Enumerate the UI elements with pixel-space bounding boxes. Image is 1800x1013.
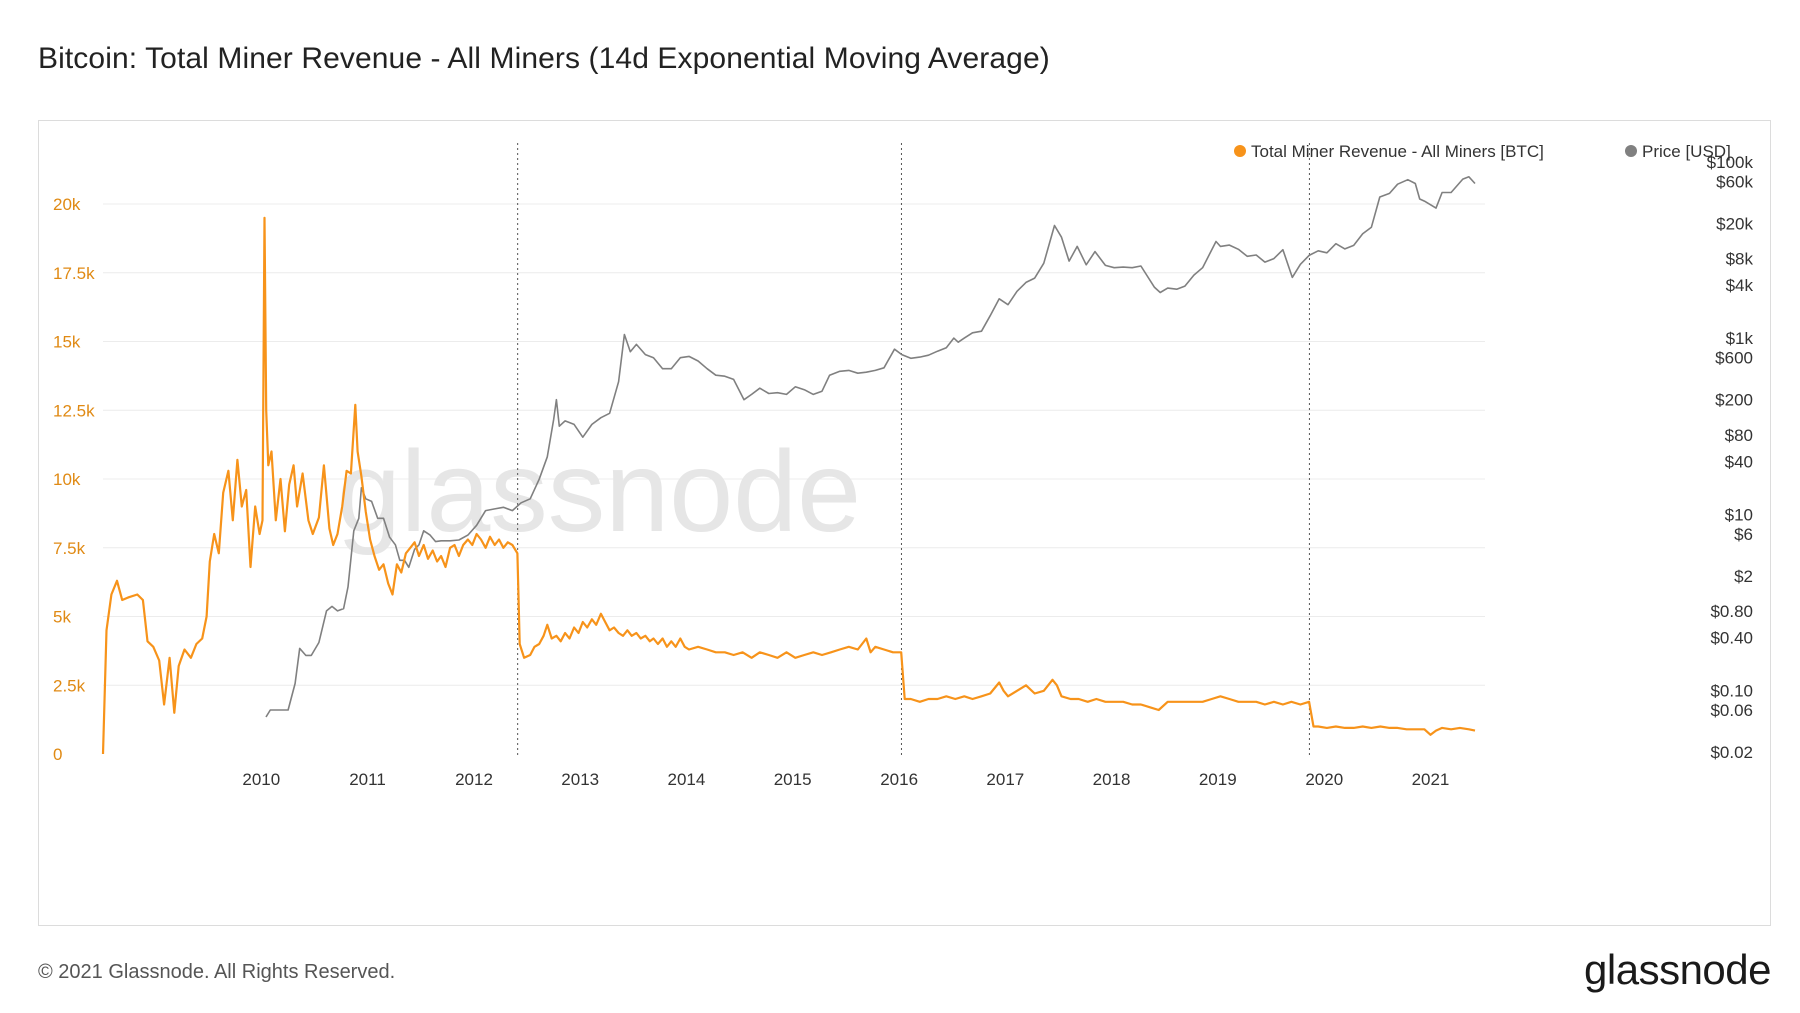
right-axis-tick-label: $0.10: [1710, 681, 1753, 700]
right-axis-tick-label: $0.40: [1710, 628, 1753, 647]
left-axis-tick-label: 17.5k: [53, 264, 95, 283]
legend-item-revenue[interactable]: Total Miner Revenue - All Miners [BTC]: [1234, 142, 1544, 161]
x-axis-tick-label: 2016: [880, 770, 918, 789]
copyright-text: © 2021 Glassnode. All Rights Reserved.: [38, 961, 396, 983]
x-axis-tick-label: 2014: [668, 770, 706, 789]
right-axis-tick-label: $20k: [1716, 215, 1753, 234]
legend: Total Miner Revenue - All Miners [BTC] P…: [1234, 142, 1731, 161]
left-axis-tick-label: 5k: [53, 608, 71, 627]
x-axis-tick-label: 2011: [349, 770, 386, 789]
right-axis-tick-label: $0.80: [1710, 602, 1753, 621]
left-axis-tick-label: 12.5k: [53, 401, 95, 420]
x-axis-tick-label: 2010: [242, 770, 280, 789]
price-series: [265, 176, 1476, 718]
right-axis-tick-label: $600: [1715, 349, 1753, 368]
x-axis-tick-label: 2021: [1412, 770, 1450, 789]
x-axis: 2010 2011 2012 2013 2014 2015 2016 2017 2018 2019…: [242, 770, 1449, 789]
brand-logo: glassnode: [1584, 946, 1771, 993]
legend-swatch-price: [1625, 145, 1637, 157]
watermark: glassnode: [337, 428, 861, 556]
right-axis-tick-label: $100k: [1707, 153, 1754, 172]
revenue-series: [101, 216, 1476, 755]
right-axis-tick-label: $80: [1725, 426, 1753, 445]
page-title: Bitcoin: Total Miner Revenue - All Miner…: [38, 42, 1050, 75]
right-axis: $0.02 $0.06$0.10 $0.40 $0.80 $2 $6$10 $40 $80 $2…: [1707, 153, 1754, 762]
chart-svg: glassnode 0 2.5k 5k 7.5k 10k 12.5k 15k 17.5k 20k…: [53, 142, 1754, 789]
left-axis-tick-label: 10k: [53, 470, 81, 489]
x-axis-tick-label: 2018: [1093, 770, 1131, 789]
right-axis-tick-label: $40: [1725, 452, 1753, 471]
left-axis-tick-label: 15k: [53, 333, 81, 352]
left-axis-tick-label: 20k: [53, 195, 81, 214]
chart-container: glassnode 0 2.5k 5k 7.5k 10k 12.5k 15k 17.5k 20k…: [38, 120, 1771, 926]
price-line: [265, 176, 1476, 718]
right-axis-tick-label: $0.06: [1710, 701, 1753, 720]
x-axis-tick-label: 2019: [1199, 770, 1237, 789]
right-axis-tick-label: $0.02: [1710, 743, 1753, 762]
right-axis-tick-label: $6: [1734, 525, 1753, 544]
right-axis-tick-label: $8k: [1726, 250, 1754, 269]
legend-label-price: Price [USD]: [1642, 142, 1731, 161]
right-axis-tick-label: $2: [1734, 567, 1753, 586]
legend-swatch-revenue: [1234, 145, 1246, 157]
x-axis-tick-label: 2020: [1305, 770, 1343, 789]
right-axis-tick-label: $4k: [1726, 276, 1754, 295]
right-axis-tick-label: $60k: [1716, 173, 1753, 192]
x-axis-tick-label: 2012: [455, 770, 493, 789]
x-axis-tick-label: 2013: [561, 770, 599, 789]
legend-item-price[interactable]: Price [USD]: [1625, 142, 1731, 161]
left-axis: 0 2.5k 5k 7.5k 10k 12.5k 15k 17.5k 20k: [53, 195, 95, 764]
legend-label-revenue: Total Miner Revenue - All Miners [BTC]: [1251, 142, 1544, 161]
x-axis-tick-label: 2017: [986, 770, 1024, 789]
right-axis-tick-label: $1k: [1726, 329, 1754, 348]
left-axis-tick-label: 7.5k: [53, 539, 86, 558]
right-axis-tick-label: $10: [1725, 505, 1753, 524]
left-axis-tick-label: 0: [53, 745, 62, 764]
x-axis-tick-label: 2015: [774, 770, 812, 789]
grid-lines: [103, 203, 1485, 686]
left-axis-tick-label: 2.5k: [53, 676, 86, 695]
right-axis-tick-label: $200: [1715, 391, 1753, 410]
revenue-line: [101, 216, 1476, 755]
